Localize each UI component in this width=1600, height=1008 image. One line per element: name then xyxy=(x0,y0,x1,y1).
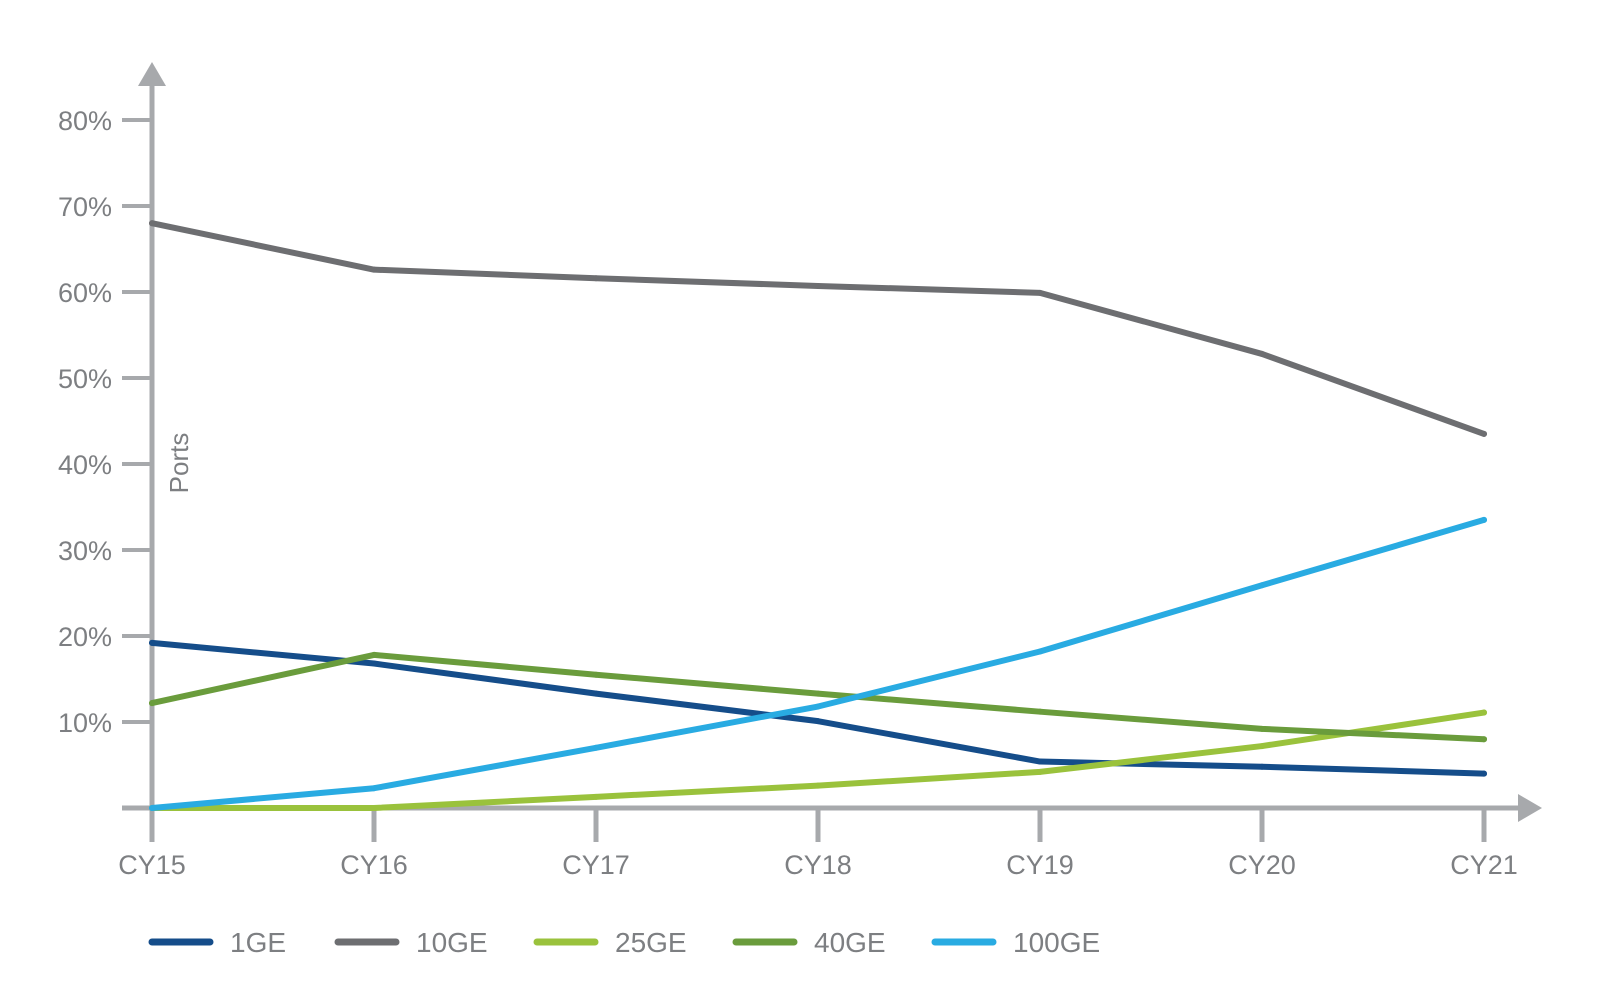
legend-label-100ge: 100GE xyxy=(1013,927,1100,958)
series-line-40ge xyxy=(149,651,1487,743)
data-point-40ge xyxy=(593,671,599,678)
y-axis-arrow xyxy=(138,62,166,86)
legend-label-10ge: 10GE xyxy=(416,927,488,958)
x-tick-label: CY19 xyxy=(1006,850,1074,880)
data-point-40ge xyxy=(815,690,821,697)
data-point-25ge xyxy=(371,805,377,811)
data-point-100ge xyxy=(1037,648,1043,655)
legend-item-100ge: 100GE xyxy=(931,927,1100,958)
data-point-25ge xyxy=(815,782,821,789)
data-point-1ge xyxy=(1259,763,1265,770)
data-point-25ge xyxy=(593,793,599,800)
data-point-40ge xyxy=(1481,736,1487,743)
x-axis-arrow xyxy=(1518,794,1542,822)
series-lines xyxy=(149,220,1487,811)
x-tick-label: CY21 xyxy=(1450,850,1518,880)
data-point-100ge xyxy=(1481,516,1487,523)
x-tick-label: CY18 xyxy=(784,850,852,880)
x-tick-label: CY15 xyxy=(118,850,186,880)
data-point-10ge xyxy=(815,282,821,289)
data-point-1ge xyxy=(1037,758,1043,765)
legend-item-10ge: 10GE xyxy=(334,927,488,958)
data-point-100ge xyxy=(815,703,821,710)
legend-item-25ge: 25GE xyxy=(533,927,687,958)
data-point-100ge xyxy=(149,805,155,811)
y-tick-label: 20% xyxy=(58,622,112,652)
legend-item-1ge: 1GE xyxy=(148,927,286,958)
legend-item-40ge: 40GE xyxy=(732,927,886,958)
tick-labels: 10% 20% 30% 40% 50% 60% 70% 80% CY15 CY16 CY17 CY18… xyxy=(58,106,1518,880)
y-tick-label: 60% xyxy=(58,278,112,308)
data-point-40ge xyxy=(1259,725,1265,732)
data-point-100ge xyxy=(593,744,599,751)
x-tick-label: CY16 xyxy=(340,850,408,880)
data-point-25ge xyxy=(1481,709,1487,716)
y-tick-label: 80% xyxy=(58,106,112,136)
data-point-10ge xyxy=(1037,289,1043,296)
y-tick-label: 30% xyxy=(58,536,112,566)
y-axis-title: Ports xyxy=(164,433,194,494)
series-line-10ge xyxy=(149,220,1487,437)
data-point-40ge xyxy=(149,700,155,707)
data-point-10ge xyxy=(1259,350,1265,357)
data-point-40ge xyxy=(371,651,377,658)
y-tick-label: 40% xyxy=(58,450,112,480)
data-point-1ge xyxy=(371,660,377,667)
legend-label-40ge: 40GE xyxy=(814,927,886,958)
y-tick-label: 50% xyxy=(58,364,112,394)
x-tick-label: CY17 xyxy=(562,850,630,880)
data-point-1ge xyxy=(149,639,155,646)
data-point-10ge xyxy=(371,266,377,273)
data-point-10ge xyxy=(149,220,155,227)
data-point-25ge xyxy=(1037,768,1043,775)
x-tick-label: CY20 xyxy=(1228,850,1296,880)
data-point-100ge xyxy=(371,785,377,792)
y-tick-label: 70% xyxy=(58,192,112,222)
data-point-100ge xyxy=(1259,582,1265,589)
legend: 1GE 10GE 25GE 40GE 100GE xyxy=(148,927,1100,958)
data-point-10ge xyxy=(1481,430,1487,437)
series-line-25ge xyxy=(149,709,1487,811)
data-point-1ge xyxy=(1481,770,1487,777)
legend-label-1ge: 1GE xyxy=(230,927,286,958)
data-point-10ge xyxy=(593,275,599,282)
data-point-1ge xyxy=(815,718,821,725)
data-point-1ge xyxy=(593,690,599,697)
y-tick-label: 10% xyxy=(58,708,112,738)
data-point-25ge xyxy=(1259,743,1265,750)
legend-label-25ge: 25GE xyxy=(615,927,687,958)
data-point-40ge xyxy=(1037,708,1043,715)
